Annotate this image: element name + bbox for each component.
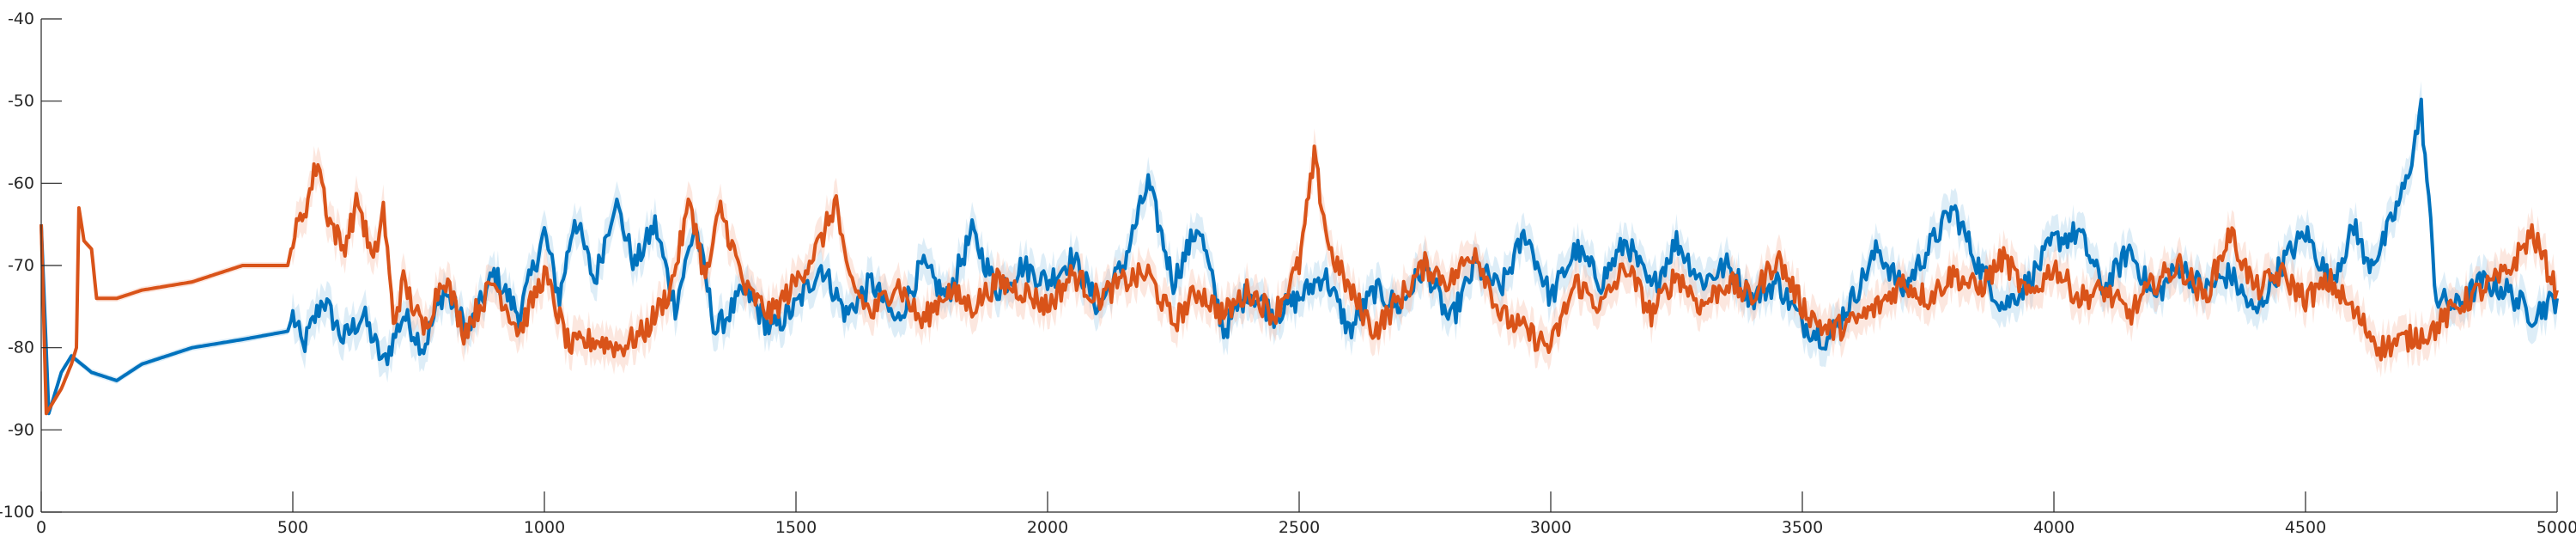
y-tick-label: -90 — [8, 420, 34, 439]
x-tick-label: 0 — [36, 518, 46, 537]
x-tick-label: 4000 — [2033, 518, 2075, 537]
series-2-line — [39, 144, 2559, 416]
y-tick-label: -80 — [8, 339, 34, 357]
x-tick-label: 2500 — [1279, 518, 1320, 537]
y-tick-label: -50 — [8, 92, 34, 111]
x-tick-label: 3500 — [1782, 518, 1823, 537]
x-tick-label: 500 — [277, 518, 308, 537]
series-layer — [39, 97, 2559, 416]
y-tick-label: -100 — [0, 503, 34, 522]
x-tick-label: 5000 — [2537, 518, 2576, 537]
x-tick-label: 1000 — [524, 518, 565, 537]
x-tick-label: 1500 — [775, 518, 817, 537]
x-ticks: 0 500 1000 1500 2000 2500 3000 3500 4000 4500 5000 — [36, 491, 2576, 537]
x-tick-label: 3000 — [1530, 518, 1571, 537]
y-tick-label: -60 — [8, 174, 34, 192]
series-1-band — [41, 81, 2557, 417]
x-tick-label: 4500 — [2285, 518, 2326, 537]
y-ticks: -100 -90 -80 -70 -60 -50 -40 — [0, 9, 62, 522]
y-tick-label: -70 — [8, 256, 34, 275]
band-layer — [41, 81, 2557, 417]
x-tick-label: 2000 — [1027, 518, 1068, 537]
y-tick-label: -40 — [8, 9, 34, 28]
